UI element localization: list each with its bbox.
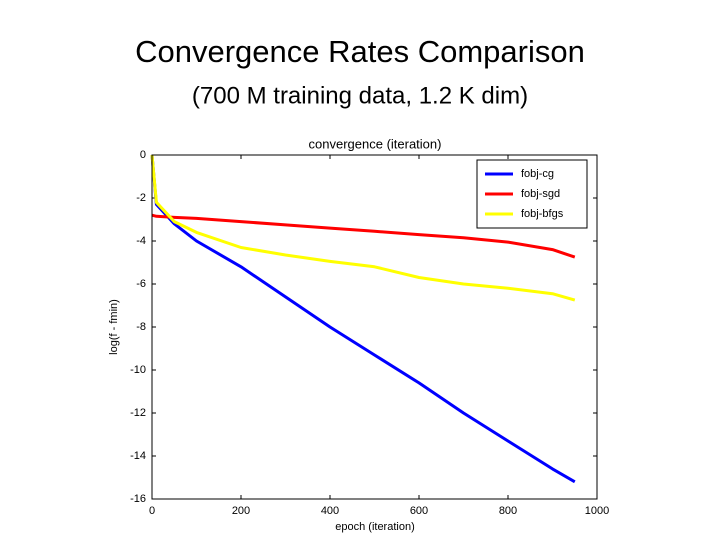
y-tick-label: -8 — [136, 321, 146, 333]
legend-label: fobj-cg — [521, 168, 554, 180]
x-tick-label: 0 — [149, 505, 155, 517]
series-line — [150, 154, 576, 302]
x-tick-label: 400 — [321, 505, 339, 517]
plot-frame — [151, 154, 598, 500]
y-tick-label: -16 — [130, 493, 146, 505]
slide-subtitle: (700 M training data, 1.2 K dim) — [192, 82, 528, 109]
series-line — [151, 213, 576, 259]
y-tick-label: -2 — [136, 192, 146, 204]
x-tick-label: 800 — [499, 505, 517, 517]
x-tick-label: 1000 — [585, 505, 609, 517]
y-axis-label: log(f - fmin) — [108, 299, 120, 355]
legend-label: fobj-sgd — [521, 188, 560, 200]
x-tick-label: 600 — [410, 505, 428, 517]
x-tick-label: 200 — [232, 505, 250, 517]
slide-title: Convergence Rates Comparison — [135, 34, 585, 69]
y-tick-label: -4 — [136, 235, 146, 247]
y-tick-label: -10 — [130, 364, 146, 376]
series-line — [150, 154, 576, 484]
legend-label: fobj-bfgs — [521, 208, 564, 220]
y-tick-label: 0 — [140, 149, 146, 161]
y-tick-label: -14 — [130, 450, 146, 462]
y-tick-label: -6 — [136, 278, 146, 290]
y-tick-label: -12 — [130, 407, 146, 419]
chart-title: convergence (iteration) — [309, 136, 442, 151]
x-axis-label: epoch (iteration) — [335, 521, 415, 533]
